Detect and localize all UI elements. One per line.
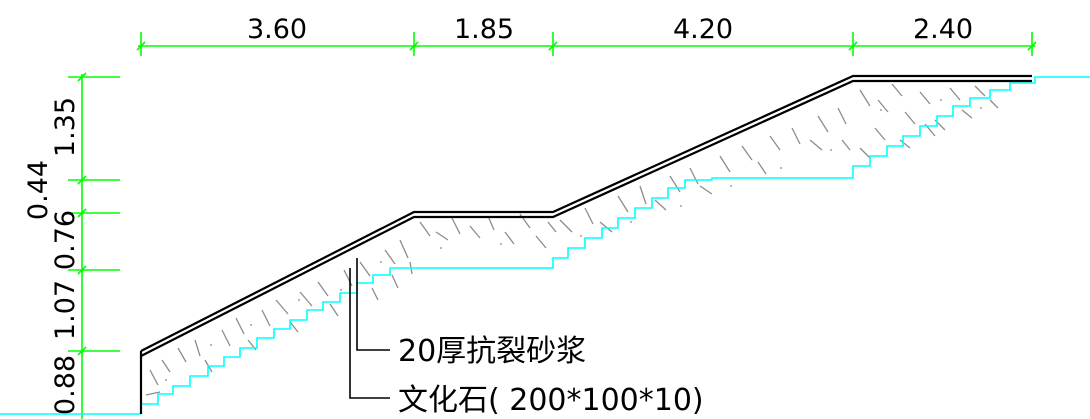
dim-left-3: 0.76 [50, 210, 81, 270]
dim-top-2: 1.85 [454, 14, 514, 45]
dim-left-1: 1.35 [50, 97, 81, 157]
dim-left-4: 1.07 [50, 280, 81, 340]
dim-top-3: 4.20 [673, 14, 733, 45]
leader-mortar [356, 258, 390, 351]
dim-left-5: 0.88 [50, 355, 81, 415]
label-stone: 文化石( 200*100*10) [398, 383, 704, 418]
leader-stone [349, 268, 390, 399]
top-dimension-line [136, 32, 1037, 56]
leader-lines [349, 258, 390, 399]
left-dimension-line [68, 72, 120, 419]
dim-left-2: 0.44 [23, 160, 54, 220]
ground-base-line [0, 76, 1090, 415]
label-mortar: 20厚抗裂砂浆 [398, 334, 586, 369]
dim-top-1: 3.60 [247, 14, 307, 45]
left-dimension-labels: 1.35 0.44 0.76 1.07 0.88 [23, 97, 81, 415]
concrete-hatch [145, 83, 999, 396]
dim-top-4: 2.40 [913, 14, 973, 45]
finished-surface [139, 74, 1032, 414]
top-dimension-labels: 3.60 1.85 4.20 2.40 [247, 14, 973, 45]
